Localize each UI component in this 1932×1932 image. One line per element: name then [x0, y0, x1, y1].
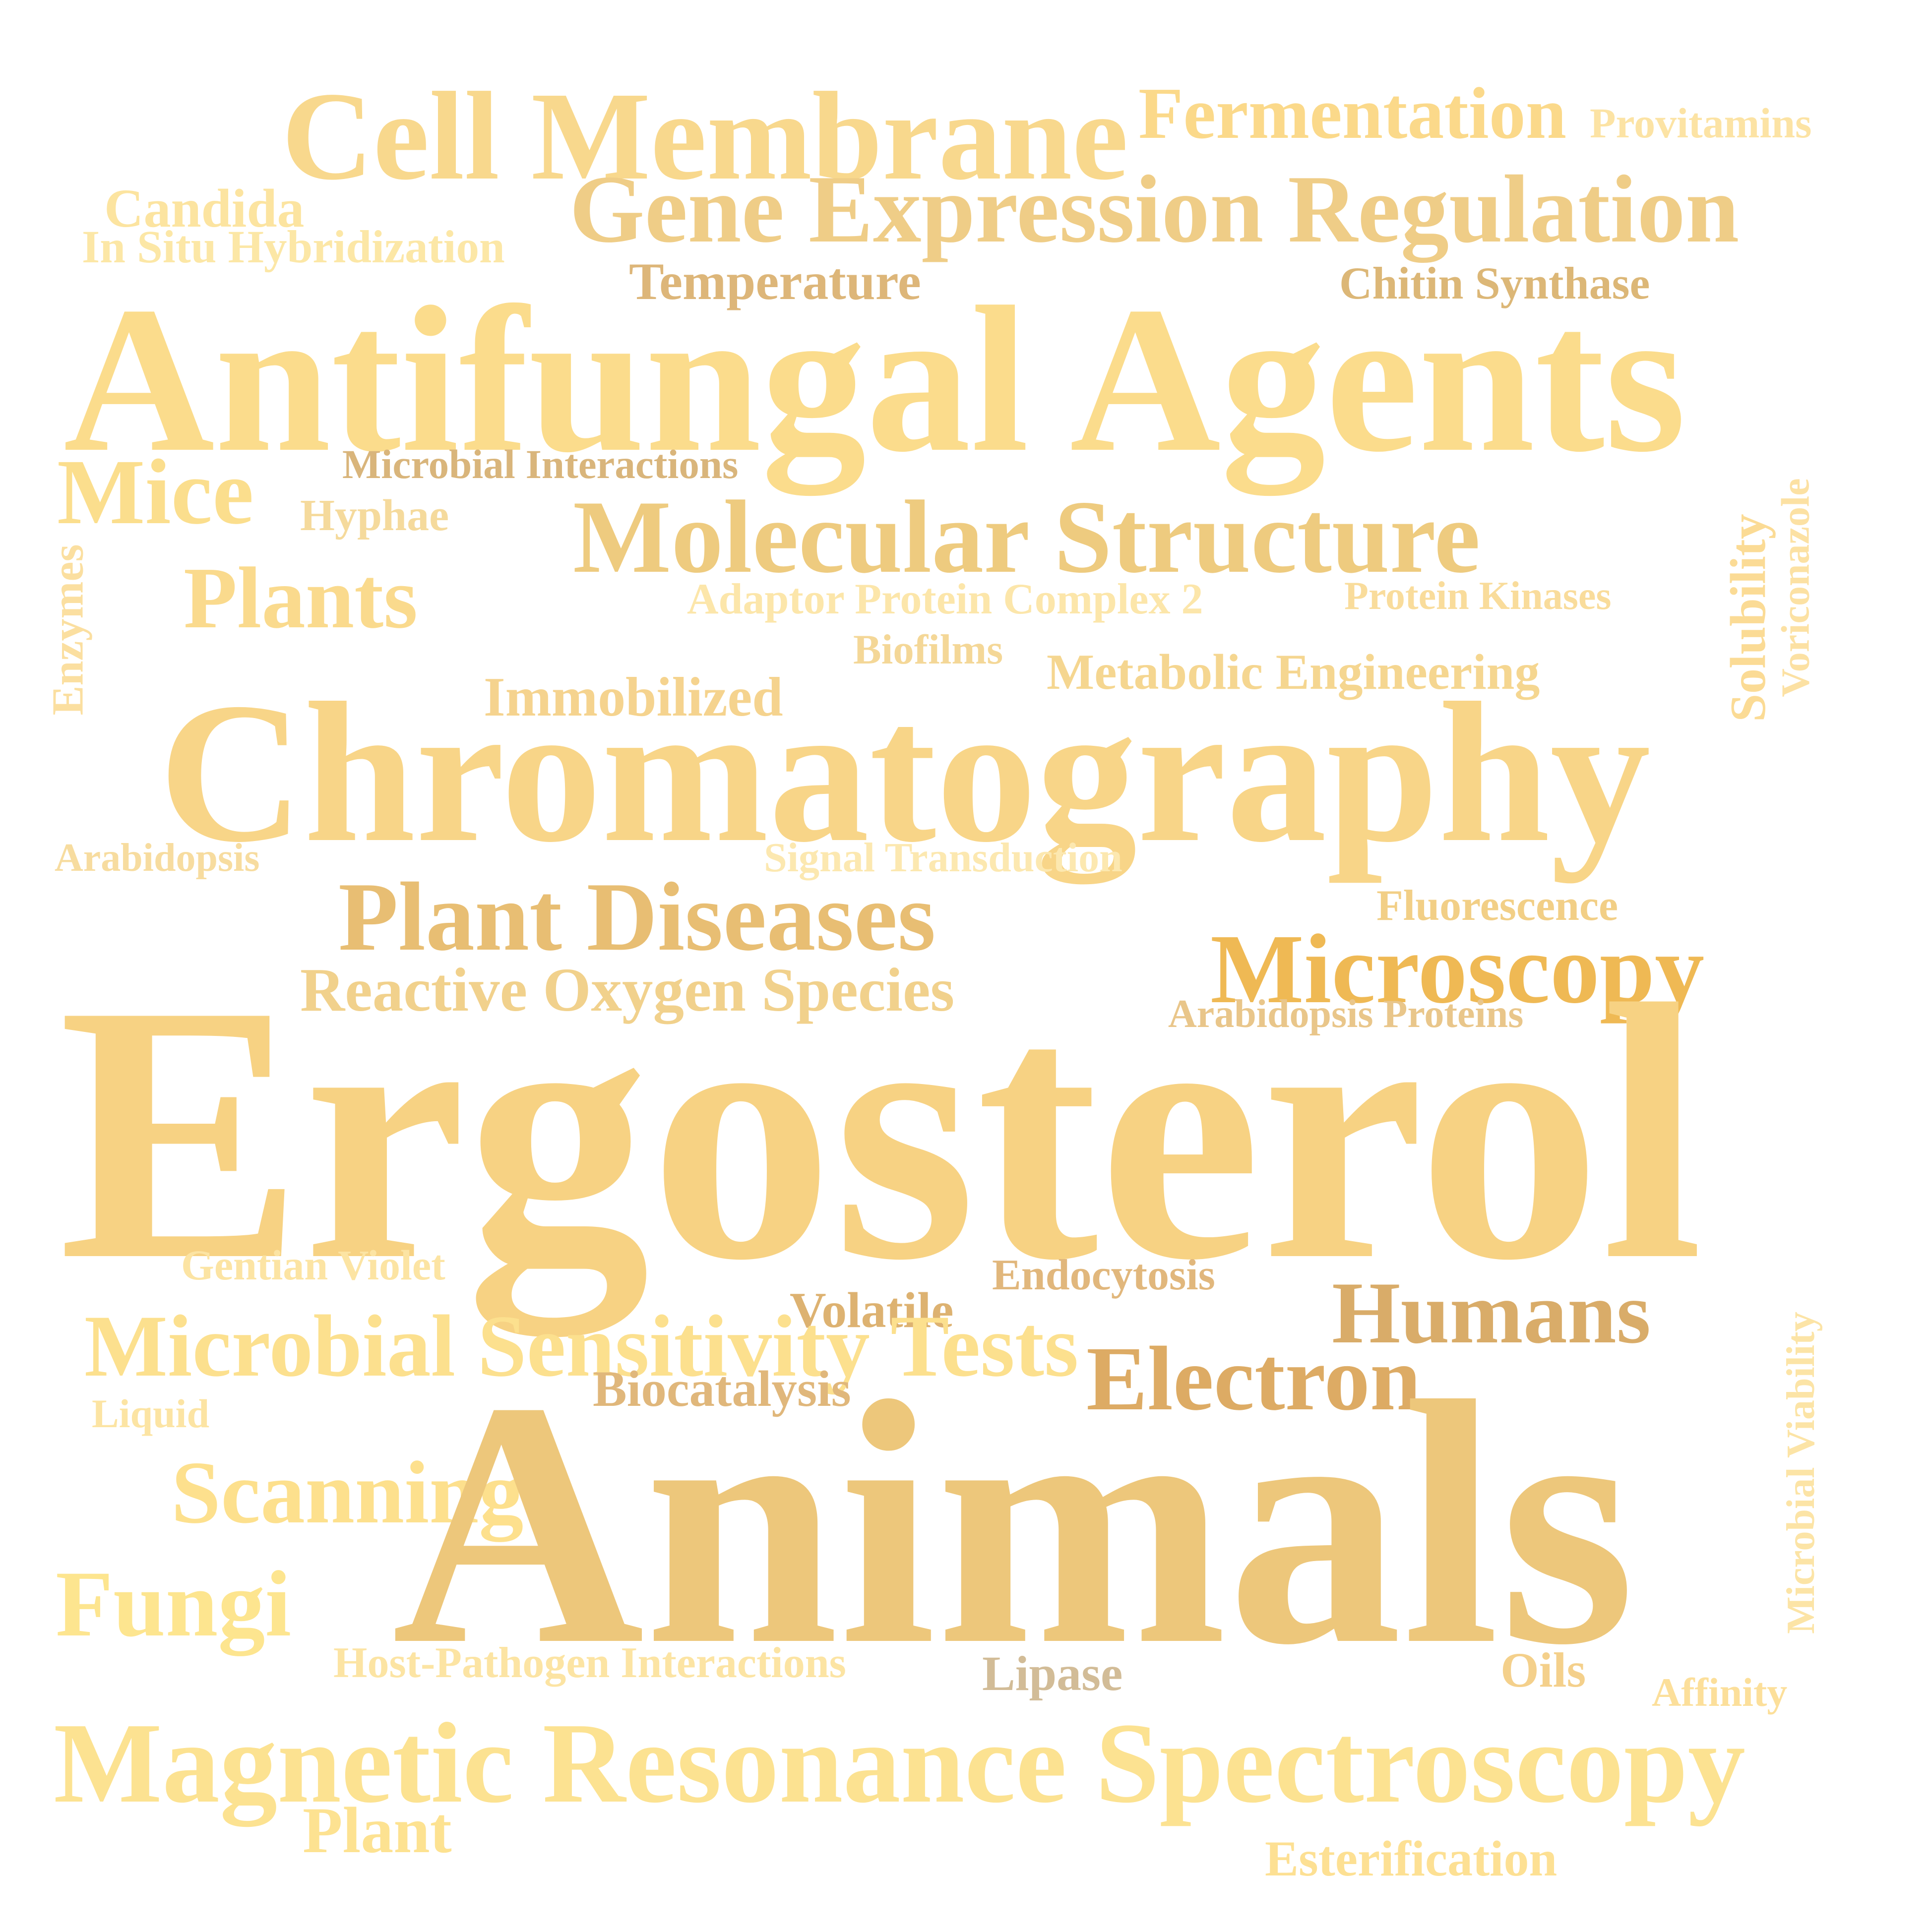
word-plants: Plants: [184, 549, 418, 647]
word-immobilized: Immobilized: [484, 666, 783, 728]
word-esterification: Esterification: [1265, 1831, 1558, 1887]
word-magnetic-resonance-spectroscopy: Magnetic Resonance Spectroscopy: [54, 1699, 1745, 1827]
word-microbial-viability: Microbial Viability: [1779, 1312, 1823, 1634]
word-in-situ-hybridization: In Situ Hybridization: [82, 222, 505, 273]
word-oils: Oils: [1500, 1642, 1586, 1697]
word-cell-membrane: Cell Membrane: [282, 66, 1128, 206]
word-fermentation: Fermentation: [1138, 73, 1567, 154]
word-animals: Animals: [392, 1330, 1636, 1717]
word-microscopy: Microscopy: [1210, 914, 1705, 1024]
word-endocytosis: Endocytosis: [992, 1251, 1215, 1299]
word-adaptor-protein-complex-2: Adaptor Protein Complex 2: [687, 575, 1203, 623]
word-candida: Candida: [104, 178, 305, 239]
word-arabidopsis: Arabidopsis: [55, 836, 260, 880]
word-mice: Mice: [57, 440, 254, 543]
word-fungi: Fungi: [56, 1552, 292, 1656]
word-protein-kinases: Protein Kinases: [1344, 574, 1612, 618]
word-plant: Scanning: [171, 1443, 524, 1542]
word-reactive-oxygen-species: Reactive Oxygen Species: [300, 956, 955, 1025]
word-molecular-structure: Molecular Structure: [573, 480, 1481, 595]
word-arabidopsis-proteins: Arabidopsis Proteins: [1168, 992, 1524, 1036]
word-gentian-violet: Gentian Violet: [181, 1241, 445, 1289]
word-plant-diseases: Plant Diseases: [338, 862, 936, 971]
word-metabolic-engineering: Metabolic Engineering: [1047, 644, 1540, 700]
word-electron: Electron: [1086, 1328, 1421, 1430]
word-chromatography: Chromatography: [159, 661, 1651, 884]
word-microbial-sensitivity-tests: Plant: [303, 1794, 452, 1867]
word-biofilms: Biofilms: [853, 626, 1003, 673]
word-chitin-synthase: Chitin Synthase: [1339, 258, 1650, 308]
word-solubility: Solubility: [1720, 514, 1776, 722]
word-antifungal-agents: Antifungal Agents: [63, 264, 1686, 495]
word-signal-transduction: Signal Transduction: [764, 835, 1122, 881]
word-hyphae: Hyphae: [300, 491, 449, 540]
word-lipase: Lipase: [982, 1646, 1123, 1701]
word-enzymes: Enzymes: [43, 544, 93, 716]
word-voriconazole: Voriconazole: [1774, 478, 1818, 697]
word-gene-expression-regulation: Gene Expression Regulation: [569, 156, 1740, 263]
word-affinity: Affinity: [1652, 1670, 1788, 1715]
word-host-pathogen-interactions: Host-Pathogen Interactions: [333, 1639, 846, 1687]
word-temperature: Temperature: [629, 252, 921, 310]
word-humans: Humans: [1332, 1264, 1651, 1362]
word-liquid: Liquid: [92, 1391, 210, 1436]
word-microbial-interactions: Microbial Interactions: [342, 441, 739, 487]
word-volatile: Volatile: [790, 1282, 954, 1338]
word-fluorescence: Fluorescence: [1376, 882, 1619, 930]
word-ergosterol: Ergosterol: [59, 930, 1703, 1336]
word-scanning: Microbial Sensitivity Tests: [84, 1297, 1079, 1395]
word-biocatalysis: Biocatalysis: [593, 1361, 851, 1417]
word-provitamins: Provitamins: [1590, 99, 1812, 147]
